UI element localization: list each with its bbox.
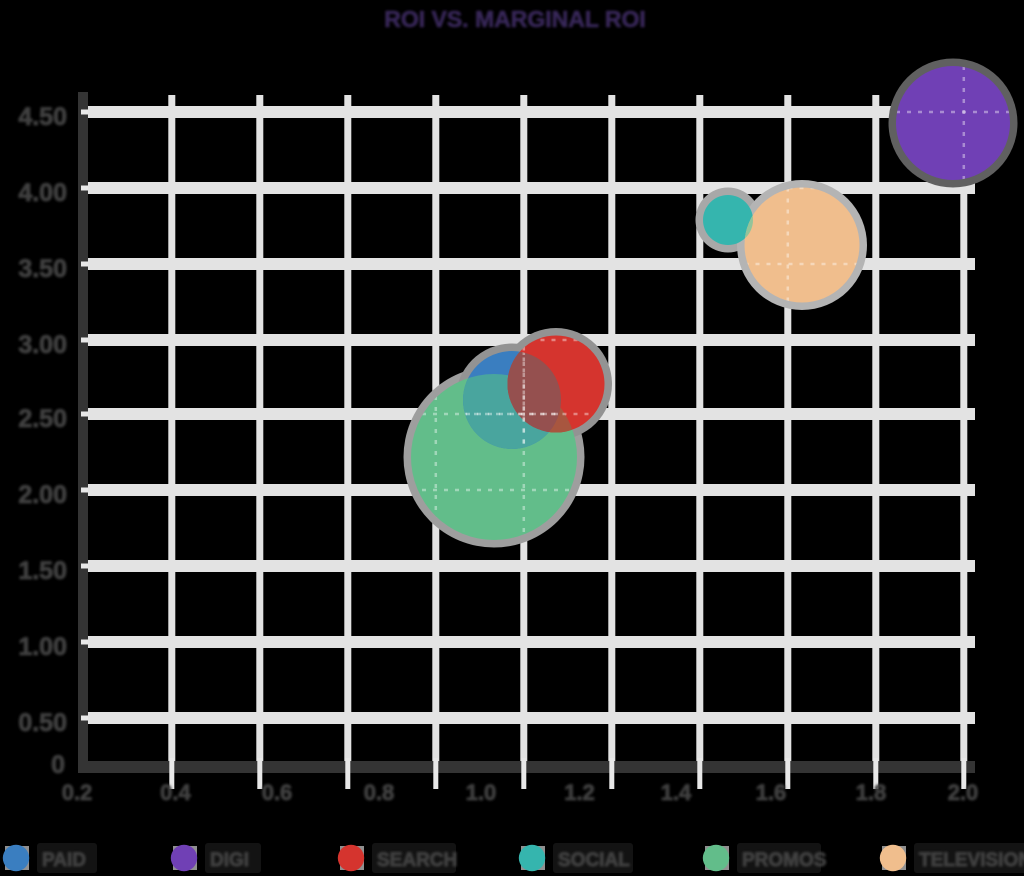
svg-text:0.2: 0.2 xyxy=(62,780,93,805)
svg-text:3.00: 3.00 xyxy=(18,331,67,359)
svg-text:3.50: 3.50 xyxy=(18,255,67,283)
svg-text:SOCIAL: SOCIAL xyxy=(558,850,630,871)
svg-text:0.8: 0.8 xyxy=(364,780,395,805)
svg-text:1.6: 1.6 xyxy=(756,780,787,805)
svg-text:0: 0 xyxy=(51,751,65,779)
svg-text:TELEVISION: TELEVISION xyxy=(919,850,1024,871)
svg-text:PAID: PAID xyxy=(42,850,86,871)
svg-text:1.00: 1.00 xyxy=(18,633,67,661)
svg-text:1.8: 1.8 xyxy=(856,780,887,805)
svg-text:4.50: 4.50 xyxy=(18,103,67,131)
svg-text:PROMOS: PROMOS xyxy=(742,850,826,871)
svg-text:1.2: 1.2 xyxy=(564,780,595,805)
svg-text:SEARCH: SEARCH xyxy=(377,850,457,871)
svg-text:0.4: 0.4 xyxy=(160,780,191,805)
svg-text:0.6: 0.6 xyxy=(262,780,293,805)
svg-text:2.00: 2.00 xyxy=(18,481,67,509)
svg-text:1.4: 1.4 xyxy=(661,780,692,805)
svg-text:1.50: 1.50 xyxy=(18,557,67,585)
svg-text:1.0: 1.0 xyxy=(466,780,497,805)
svg-text:2.0: 2.0 xyxy=(948,780,979,805)
svg-text:0.50: 0.50 xyxy=(18,709,67,737)
svg-text:4.00: 4.00 xyxy=(18,179,67,207)
svg-text:DIGI: DIGI xyxy=(210,850,249,871)
svg-text:ROI VS. MARGINAL ROI: ROI VS. MARGINAL ROI xyxy=(384,6,646,32)
svg-text:2.50: 2.50 xyxy=(18,405,67,433)
